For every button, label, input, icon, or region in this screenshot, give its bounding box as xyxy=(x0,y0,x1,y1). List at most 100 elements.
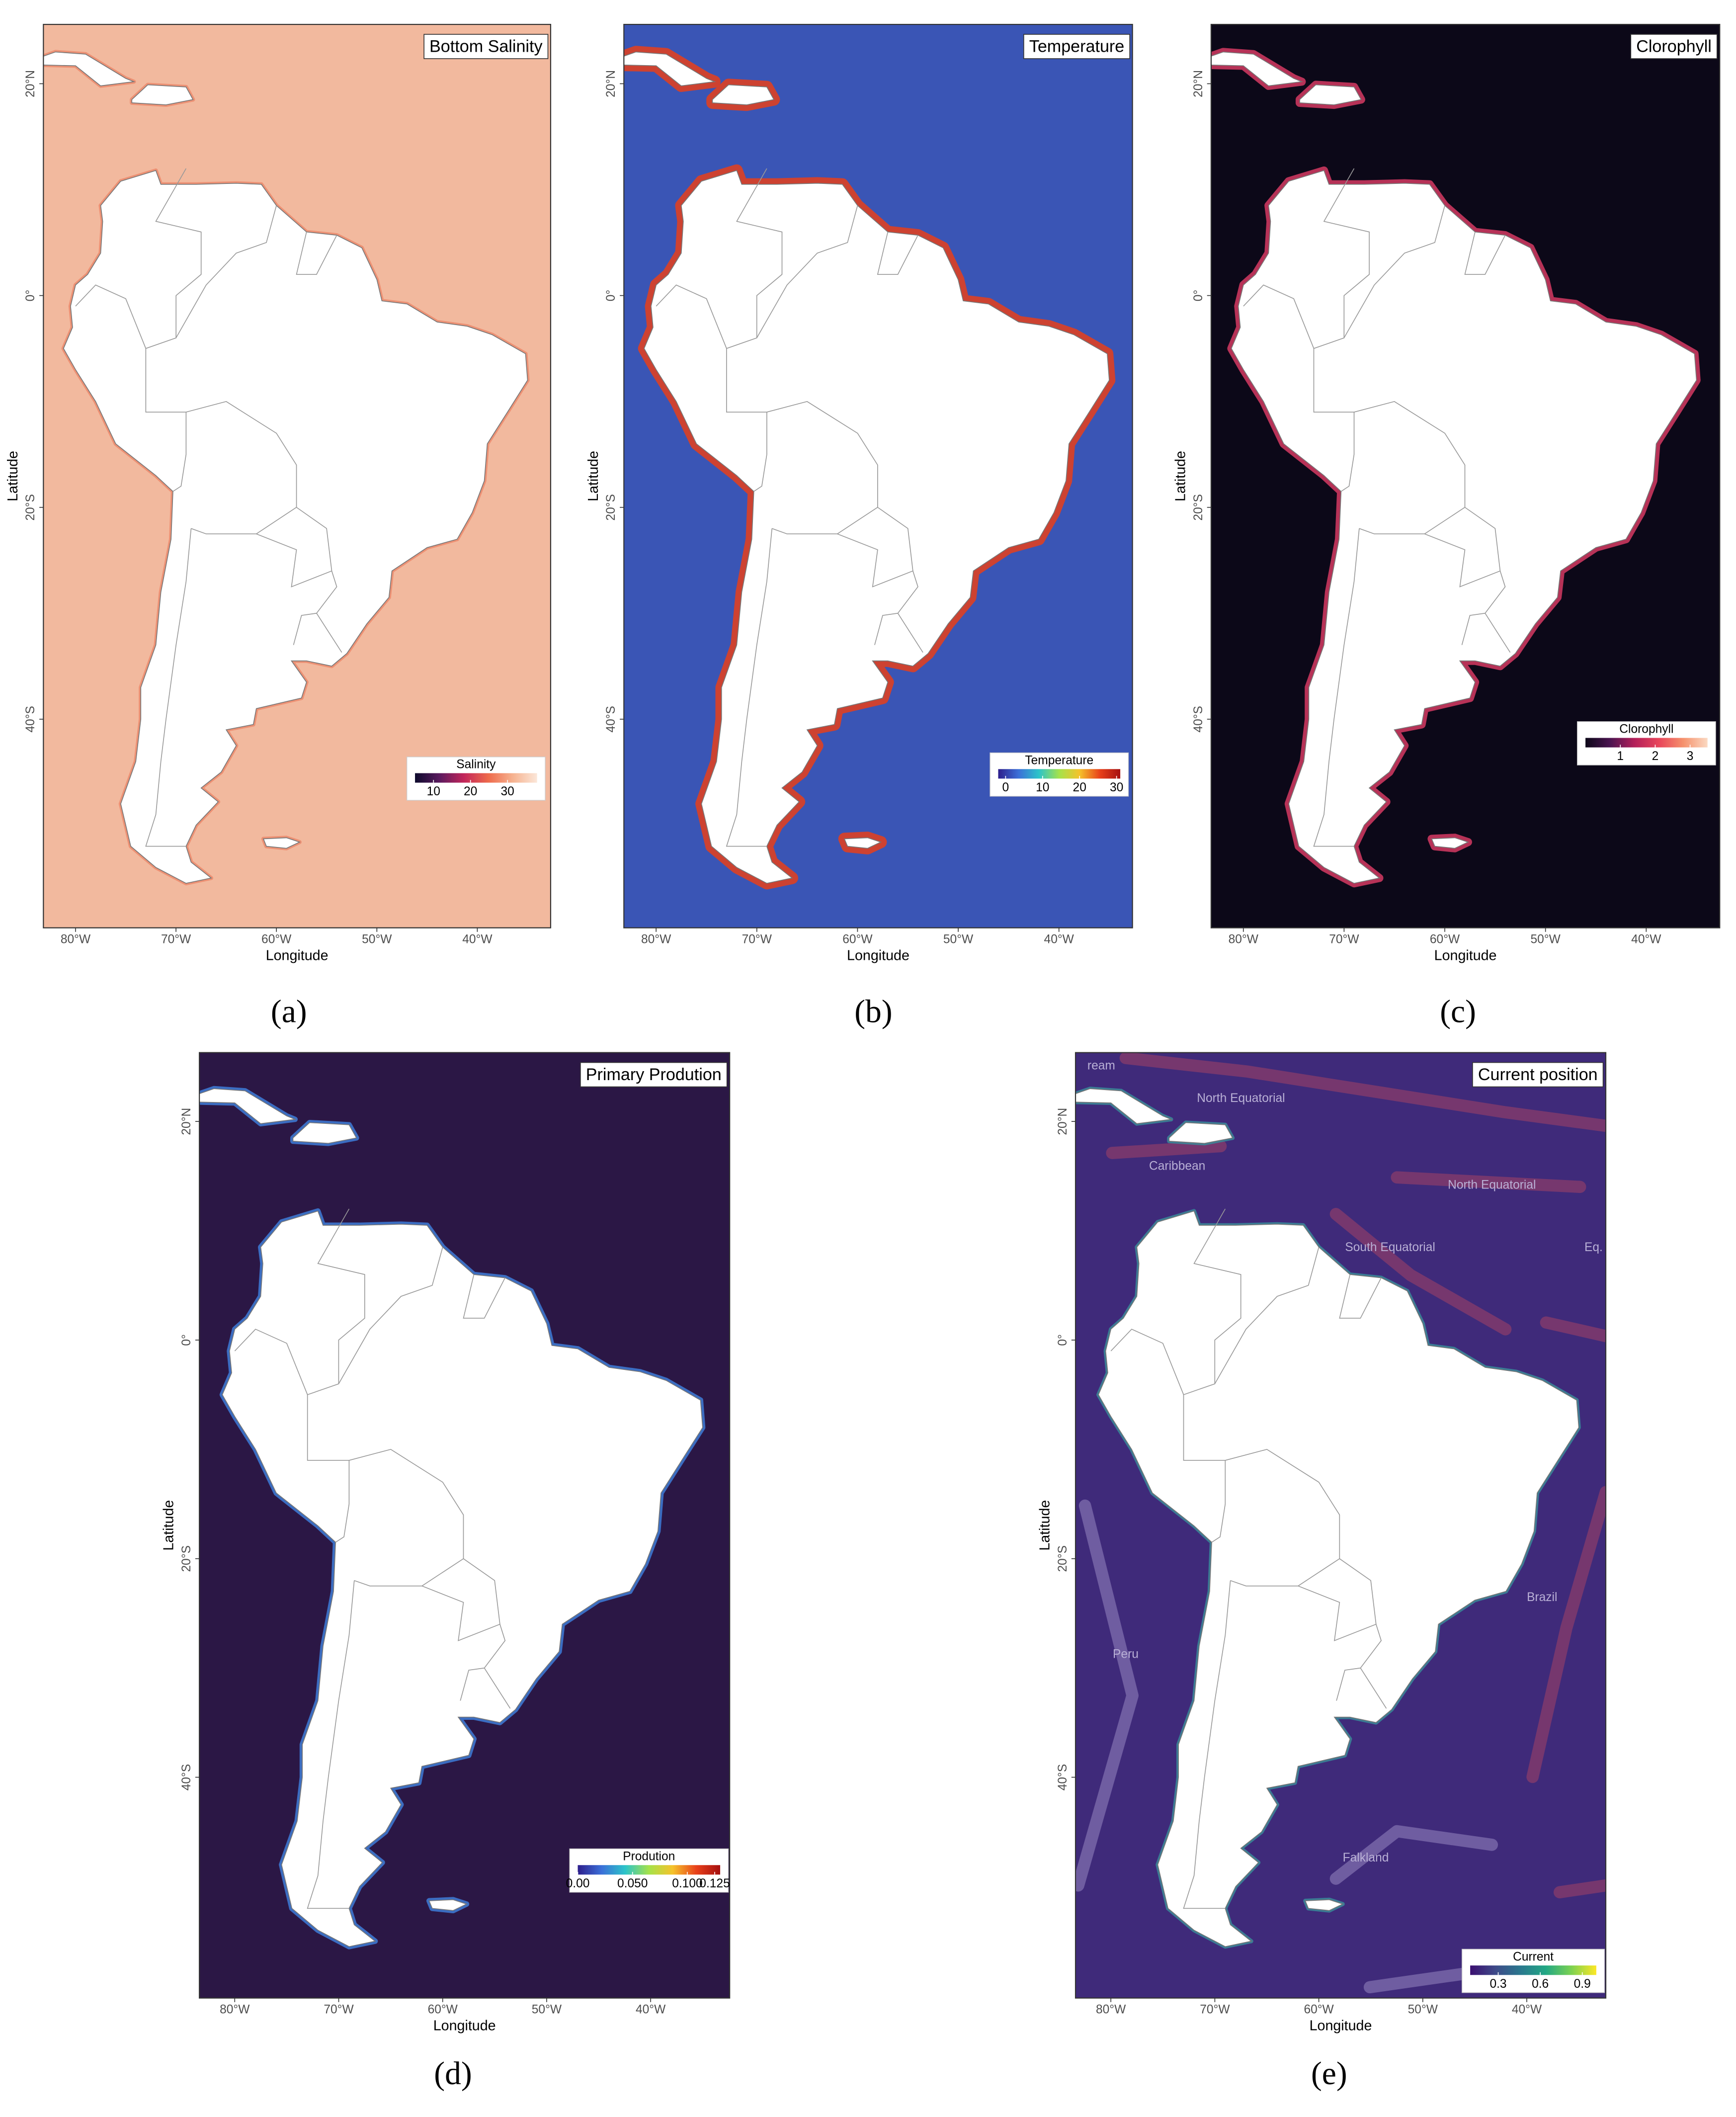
y-tick-label: 40°S xyxy=(1056,1764,1070,1791)
colorbar xyxy=(578,1865,721,1875)
legend-tick-label: 30 xyxy=(500,785,514,798)
border xyxy=(316,613,342,653)
x-tick-label: 60°W xyxy=(1430,933,1460,946)
x-tick-label: 60°W xyxy=(842,933,873,946)
panel-label: (d) xyxy=(434,2056,472,2092)
panel-frame xyxy=(199,1052,731,1999)
y-tick-label: 20°N xyxy=(604,70,618,97)
y-tick-label: 20°S xyxy=(1056,1545,1070,1572)
panel-title: Temperature xyxy=(1029,37,1124,56)
legend-title: Temperature xyxy=(1025,754,1093,767)
legend-tick-label: 0.125 xyxy=(699,1877,730,1890)
border xyxy=(1313,528,1360,847)
land xyxy=(644,170,1110,884)
y-tick-label: 0° xyxy=(1192,290,1205,301)
panel-title-box xyxy=(1630,34,1718,59)
current-arrow xyxy=(1391,1171,1586,1193)
y-tick-label: 40°S xyxy=(604,706,618,733)
x-tick-label: 80°W xyxy=(1096,2003,1126,2017)
border xyxy=(656,168,783,349)
land xyxy=(63,170,528,884)
border xyxy=(1225,1448,1340,1587)
x-axis-label: Longitude xyxy=(847,947,909,963)
panel-frame xyxy=(623,24,1133,929)
legend-tick-label: 0.100 xyxy=(672,1877,702,1890)
current-arrow xyxy=(1119,1052,1606,1132)
border xyxy=(421,1558,500,1641)
x-tick-label: 70°W xyxy=(161,933,191,946)
x-tick-label: 80°W xyxy=(220,2003,250,2017)
x-tick-label: 70°W xyxy=(324,2003,354,2017)
y-tick-label: 40°S xyxy=(180,1764,193,1791)
border xyxy=(1313,348,1355,492)
land xyxy=(1098,1210,1579,1948)
legend-title: Clorophyll xyxy=(1619,723,1673,736)
x-tick-label: 40°W xyxy=(462,933,493,946)
panel-title-box xyxy=(580,1062,728,1088)
border xyxy=(349,1448,464,1587)
current-label: North Equatorial xyxy=(1197,1092,1285,1105)
legend-tick-label: 0.050 xyxy=(617,1877,648,1890)
y-axis-label: Latitude xyxy=(585,451,601,502)
border xyxy=(1214,1247,1320,1384)
border xyxy=(766,401,878,534)
current-label: North Equatorial xyxy=(1448,1179,1536,1192)
x-axis-label: Longitude xyxy=(1310,2018,1372,2034)
legend-tick-label: 0.00 xyxy=(566,1877,590,1890)
border xyxy=(484,1668,511,1709)
x-axis-label: Longitude xyxy=(1434,947,1497,963)
border xyxy=(1339,1274,1382,1319)
y-axis-label: Latitude xyxy=(1037,1500,1053,1551)
colorbar xyxy=(1585,738,1708,748)
y-tick-label: 20°N xyxy=(180,1108,193,1135)
panel-title-box xyxy=(423,34,549,59)
border xyxy=(1360,1668,1387,1709)
border xyxy=(296,232,337,275)
land xyxy=(843,837,882,849)
border xyxy=(1354,401,1466,534)
current-arrow xyxy=(1329,1208,1512,1336)
panel-frame xyxy=(1075,1052,1607,1999)
x-tick-label: 70°W xyxy=(1329,933,1359,946)
panel-title: Clorophyll xyxy=(1636,37,1712,56)
legend-tick-label: 20 xyxy=(464,785,477,798)
y-tick-label: 0° xyxy=(1056,1334,1070,1346)
border xyxy=(307,1394,350,1543)
land xyxy=(1211,51,1304,86)
x-tick-label: 50°W xyxy=(943,933,974,946)
current-arrow xyxy=(1540,1316,1606,1343)
x-tick-label: 40°W xyxy=(636,2003,666,2017)
current-label: South Equatorial xyxy=(1345,1241,1435,1254)
x-tick-label: 80°W xyxy=(61,933,91,946)
border xyxy=(726,348,767,492)
border xyxy=(1343,205,1445,339)
legend-tick-label: 2 xyxy=(1652,750,1659,763)
x-tick-label: 50°W xyxy=(1531,933,1561,946)
legend-tick-label: 10 xyxy=(427,785,440,798)
panel-title: Primary Prodution xyxy=(586,1065,722,1084)
legend-tick-label: 0.3 xyxy=(1489,1977,1506,1991)
border xyxy=(756,205,858,339)
legend-tick-label: 10 xyxy=(1036,781,1049,794)
border xyxy=(186,401,297,534)
land xyxy=(131,84,194,105)
border xyxy=(1183,1580,1231,1909)
land xyxy=(712,84,775,105)
x-tick-label: 40°W xyxy=(1512,2003,1542,2017)
border xyxy=(145,528,192,847)
legend-tick-label: 20 xyxy=(1073,781,1086,794)
legend-tick-label: 1 xyxy=(1617,750,1624,763)
y-axis-label: Latitude xyxy=(1172,451,1188,502)
panel-title: Bottom Salinity xyxy=(429,37,543,56)
x-tick-label: 80°W xyxy=(641,933,671,946)
y-tick-label: 40°S xyxy=(24,706,37,733)
current-arrow xyxy=(1329,1825,1498,1885)
y-tick-label: 0° xyxy=(24,290,37,301)
x-tick-label: 60°W xyxy=(1304,2003,1334,2017)
legend-title: Prodution xyxy=(623,1850,675,1863)
x-tick-label: 80°W xyxy=(1229,933,1259,946)
panel-label: (c) xyxy=(1440,994,1476,1029)
land xyxy=(1299,84,1362,105)
x-tick-label: 40°W xyxy=(1044,933,1075,946)
